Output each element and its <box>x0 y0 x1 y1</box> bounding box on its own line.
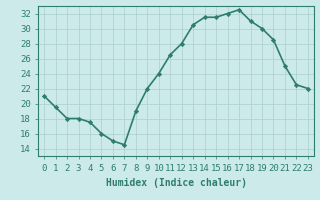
X-axis label: Humidex (Indice chaleur): Humidex (Indice chaleur) <box>106 178 246 188</box>
